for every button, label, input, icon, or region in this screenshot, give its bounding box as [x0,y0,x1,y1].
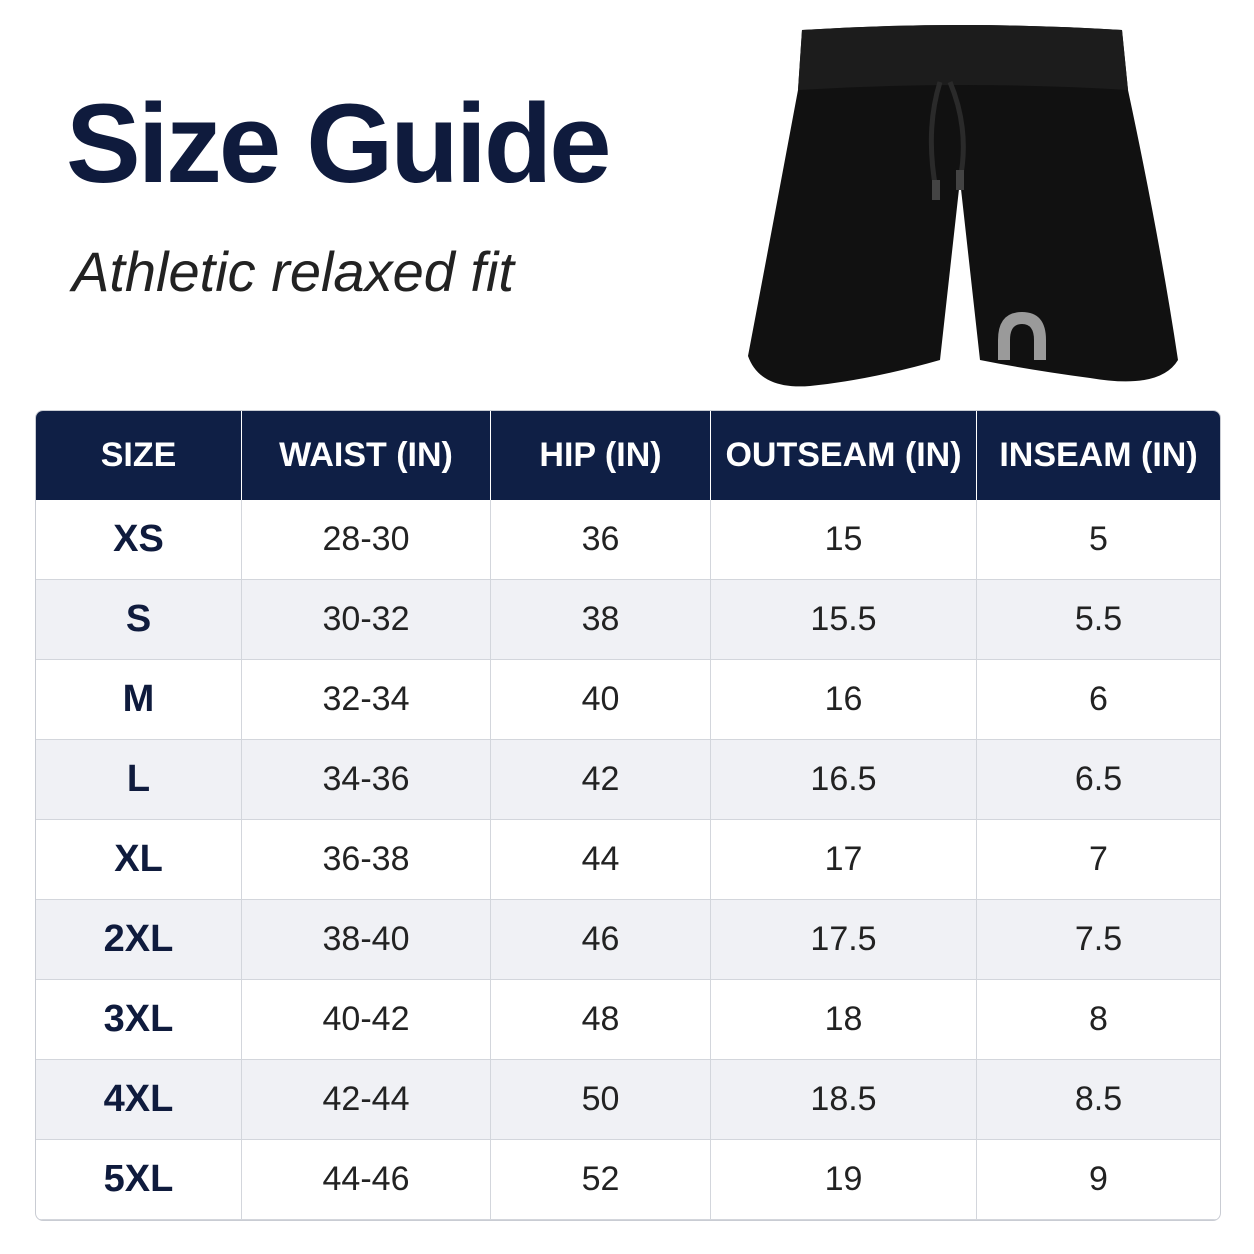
table-cell: 6.5 [977,740,1220,820]
table-cell: 46 [491,900,711,980]
subtitle: Athletic relaxed fit [72,240,514,303]
drawstring [928,81,966,191]
table-cell: 5.5 [977,580,1220,660]
table-cell: 36 [491,500,711,580]
table-cell: 32-34 [242,660,491,740]
table-cell: 7 [977,820,1220,900]
column-header: OUTSEAM (IN) [711,411,977,500]
size-label: M [36,660,242,740]
size-table: SIZE WAIST (IN) HIP (IN) OUTSEAM (IN) INSEAM… [35,410,1221,1221]
table-cell: 44 [491,820,711,900]
table-cell: 7.5 [977,900,1220,980]
table-cell: 38 [491,580,711,660]
table-cell: 28-30 [242,500,491,580]
table-cell: 34-36 [242,740,491,820]
table-cell: 44-46 [242,1140,491,1220]
table-cell: 48 [491,980,711,1060]
size-label: 4XL [36,1060,242,1140]
table-cell: 9 [977,1140,1220,1220]
table-cell: 16.5 [711,740,977,820]
size-label: XS [36,500,242,580]
size-label: 2XL [36,900,242,980]
title: Size Guide [66,81,612,206]
table-cell: 8.5 [977,1060,1220,1140]
table-cell: 19 [711,1140,977,1220]
table-cell: 15.5 [711,580,977,660]
table-cell: 15 [711,500,977,580]
table-cell: 18 [711,980,977,1060]
table-cell: 36-38 [242,820,491,900]
aglet [956,170,964,190]
table-cell: 42 [491,740,711,820]
column-header: INSEAM (IN) [977,411,1220,500]
table-cell: 38-40 [242,900,491,980]
table-cell: 16 [711,660,977,740]
table-cell: 6 [977,660,1220,740]
size-label: S [36,580,242,660]
product-image [748,25,1178,387]
size-label: L [36,740,242,820]
size-label: 5XL [36,1140,242,1220]
column-header: HIP (IN) [491,411,711,500]
table-cell: 5 [977,500,1220,580]
table-cell: 30-32 [242,580,491,660]
table-cell: 42-44 [242,1060,491,1140]
table-cell: 50 [491,1060,711,1140]
column-header: WAIST (IN) [242,411,491,500]
table-cell: 40-42 [242,980,491,1060]
aglet [932,180,940,200]
size-label: 3XL [36,980,242,1060]
logo [998,312,1046,360]
table-cell: 18.5 [711,1060,977,1140]
table-cell: 17.5 [711,900,977,980]
table-cell: 40 [491,660,711,740]
size-label: XL [36,820,242,900]
table-cell: 52 [491,1140,711,1220]
table-cell: 8 [977,980,1220,1060]
table-cell: 17 [711,820,977,900]
waistband [798,25,1128,90]
shorts-body [748,25,1178,387]
column-header: SIZE [36,411,242,500]
